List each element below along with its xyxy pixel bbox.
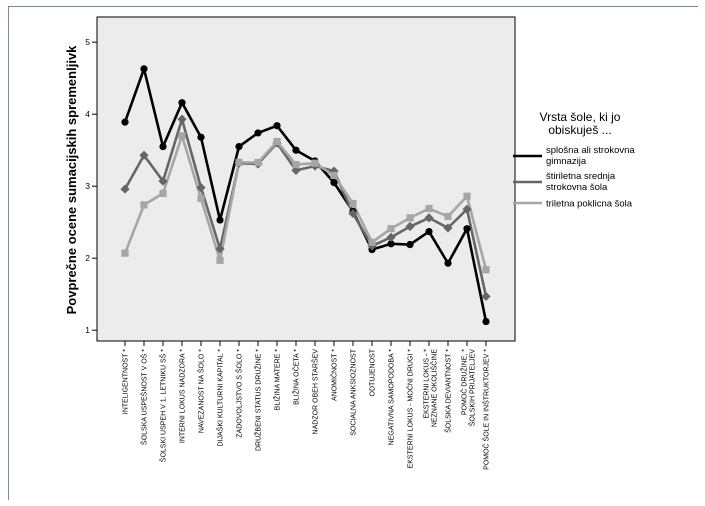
data-point bbox=[482, 317, 490, 326]
y-tick-label: 4 bbox=[85, 109, 90, 119]
data-point bbox=[197, 194, 205, 203]
x-tick-label: ODTUJENOST bbox=[370, 348, 377, 396]
data-point bbox=[292, 161, 300, 169]
data-point bbox=[254, 158, 262, 167]
legend-title: Vrsta šole, ki jo obiskuješ ... bbox=[540, 110, 621, 137]
x-axis: INTELIGENTNOST * ŠOLSKA USPEŠNOST V OŠ * Š… bbox=[123, 341, 491, 470]
legend-label: štiriletna srednja strokovna šola bbox=[546, 171, 616, 193]
y-tick-label: 2 bbox=[85, 253, 90, 263]
x-tick-label: ŠOLSKA DEVIANTNOST * bbox=[444, 349, 453, 433]
data-point bbox=[463, 225, 471, 233]
series-line bbox=[123, 67, 488, 322]
data-point bbox=[177, 114, 187, 124]
y-tick-label: 3 bbox=[85, 181, 90, 191]
data-point bbox=[178, 132, 186, 140]
y-tick-label: 5 bbox=[85, 37, 90, 47]
data-point bbox=[216, 216, 224, 224]
data-point bbox=[140, 65, 148, 73]
data-point bbox=[406, 214, 414, 222]
x-tick-label: NAVEZANOST NA ŠOLO * bbox=[197, 349, 206, 433]
data-point bbox=[463, 192, 471, 200]
x-tick-label: NEGATIVNA SAMOPODOBA * bbox=[389, 349, 396, 446]
x-tick-label: BLIŽINA MATERE * bbox=[273, 349, 282, 411]
x-tick-label: POMOČ DRUŽINE, *ŠOLSKIH PRIJATELJEV bbox=[460, 349, 477, 427]
data-point bbox=[121, 249, 129, 257]
data-point bbox=[159, 143, 167, 151]
data-point bbox=[216, 256, 224, 264]
series-group bbox=[120, 65, 491, 326]
x-tick-label: ZADOVOLJSTVO S ŠOLO * bbox=[235, 349, 244, 438]
frame-left-line bbox=[8, 6, 9, 500]
data-point bbox=[348, 208, 358, 219]
x-tick-label: SOCIALNA ANKSIOZNOST bbox=[351, 348, 358, 435]
data-point bbox=[140, 201, 148, 209]
legend-label: triletna poklicna šola bbox=[546, 199, 633, 210]
data-point bbox=[387, 240, 395, 248]
x-tick-label: NADZOR OBEH STARŠEV bbox=[311, 349, 320, 435]
legend-label: splošna ali strokovna gimnazija bbox=[546, 145, 635, 167]
data-point bbox=[443, 223, 453, 233]
x-tick-label: BLIŽINA OČETA * bbox=[292, 349, 301, 405]
x-tick-label: DRUŽBENI STATUS DRUŽINE * bbox=[254, 349, 263, 451]
data-point bbox=[425, 204, 433, 213]
data-point bbox=[158, 176, 168, 186]
data-point bbox=[386, 232, 396, 242]
data-point bbox=[139, 150, 149, 160]
data-point bbox=[481, 291, 491, 301]
data-point bbox=[196, 183, 206, 193]
x-tick-label: INTERNI LOKUS NADZORA * bbox=[180, 349, 187, 443]
data-point bbox=[425, 227, 433, 236]
x-tick-label: ŠOLSKA USPEŠNOST V OŠ * bbox=[140, 349, 149, 445]
data-point bbox=[311, 159, 319, 167]
data-point bbox=[330, 179, 338, 187]
data-point bbox=[368, 238, 376, 246]
data-point bbox=[215, 244, 225, 254]
data-point bbox=[387, 225, 395, 233]
plot-area bbox=[96, 16, 516, 342]
data-point bbox=[444, 259, 452, 267]
data-point bbox=[121, 118, 129, 126]
data-point bbox=[273, 122, 281, 130]
x-tick-label: EKSTERNI LOKUS - *NEZNANE OKOLIŠČINE bbox=[424, 349, 439, 428]
x-tick-label: INTELIGENTNOST * bbox=[123, 349, 130, 414]
x-tick-label: EKSTERNI LOKUS - MOČNI DRUGI * bbox=[406, 349, 415, 469]
data-point bbox=[235, 158, 243, 167]
data-point bbox=[405, 221, 415, 232]
x-tick-label: ANOMIČNOST * bbox=[330, 349, 339, 401]
x-tick-label: POMOČ ŠOLE IN INŠTRUKTORJEV * bbox=[482, 349, 491, 470]
data-point bbox=[273, 137, 281, 146]
data-point bbox=[292, 146, 300, 154]
data-point bbox=[120, 184, 130, 194]
data-point bbox=[235, 143, 243, 151]
frame-top-line bbox=[8, 6, 698, 7]
y-tick-label: 1 bbox=[85, 325, 90, 335]
series-line bbox=[123, 117, 488, 297]
x-tick-label: DIJAŠKI KULTURNI KAPITAL * bbox=[216, 349, 225, 447]
y-axis-label: Povprečne ocene sumacijskih spremenljivk bbox=[64, 45, 79, 315]
data-point bbox=[444, 212, 452, 221]
data-point bbox=[330, 171, 338, 179]
data-point bbox=[482, 266, 490, 274]
data-point bbox=[462, 204, 472, 214]
data-point bbox=[159, 189, 167, 197]
data-point bbox=[406, 240, 414, 249]
x-tick-label: ŠOLSKI USPEH V 1. LETNIKU SŠ * bbox=[159, 349, 168, 462]
data-point bbox=[424, 213, 434, 223]
legend: Vrsta šole, ki jo obiskuješ ... splošna al… bbox=[513, 110, 635, 210]
data-point bbox=[254, 129, 262, 137]
data-point bbox=[178, 99, 186, 107]
y-axis: 1 2 3 4 5 bbox=[85, 37, 97, 335]
data-point bbox=[349, 199, 357, 208]
data-point bbox=[197, 133, 205, 141]
